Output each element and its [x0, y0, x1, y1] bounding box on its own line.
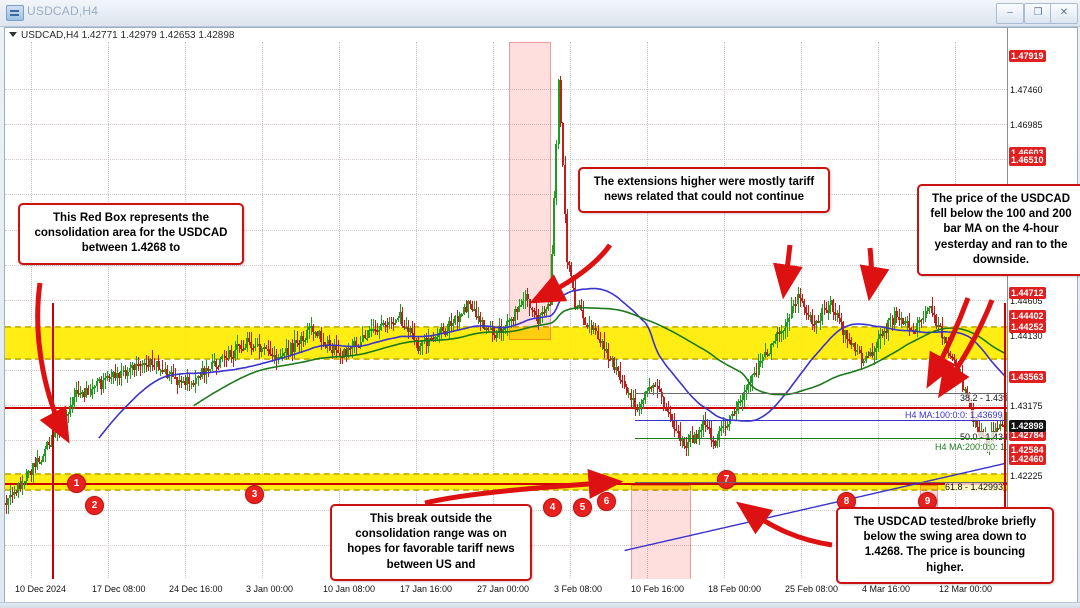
ma-line — [193, 306, 1007, 407]
gridline-v — [262, 42, 263, 580]
callout-red-box-text: This Red Box represents the consolidatio… — [34, 212, 228, 255]
callout-price-fell-text: The price of the USDCAD fell below the 1… — [930, 193, 1072, 266]
minimize-button[interactable]: – — [996, 3, 1024, 24]
time-tick: 4 Mar 16:00 — [862, 584, 911, 594]
gridline-h — [5, 124, 1007, 126]
level-label: H4 MA:200:0:0: 1.43 — [935, 442, 1007, 452]
time-tick: 3 Feb 08:00 — [554, 584, 603, 594]
gridline-h — [5, 299, 1007, 301]
price-level-tag: 1.44402 — [1009, 309, 1046, 322]
level-line — [635, 393, 1007, 394]
price-tick: 1.42225 — [1010, 470, 1043, 481]
maximize-icon: ❐ — [1033, 7, 1043, 18]
gridline-h — [5, 89, 1007, 91]
chart-quote-line: USDCAD,H4 1.42771 1.42979 1.42653 1.4289… — [9, 30, 235, 41]
close-button[interactable]: ✕ — [1050, 3, 1078, 24]
level-label: 50.0 - 1.43454 — [960, 432, 1007, 442]
price-level-tag: 1.42460 — [1009, 452, 1046, 465]
marker-7[interactable]: 7 — [717, 470, 736, 489]
consolidation-top-line — [5, 407, 1007, 409]
level-label: 61.8 - 1.42993 — [945, 482, 1004, 492]
chevron-down-icon[interactable] — [9, 32, 17, 37]
price-tick: 1.44605 — [1010, 295, 1043, 306]
price-axis[interactable]: 1.47460 1.46985 1.44605 1.44130 1.43175 1.422… — [1007, 28, 1077, 580]
price-level-tag: 1.42584 — [1009, 443, 1046, 456]
callout-tested-broke: The USDCAD tested/broke briefly below th… — [836, 507, 1054, 584]
gridline-v — [416, 42, 417, 580]
marker-2[interactable]: 2 — [85, 496, 104, 515]
level-line — [635, 420, 1007, 421]
ma-line — [98, 287, 1007, 439]
level-line — [635, 438, 1007, 439]
break-lower-zone — [631, 485, 691, 580]
gridline-v — [108, 42, 109, 580]
price-tick: 1.46985 — [1010, 120, 1043, 131]
callout-extensions-text: The extensions higher were mostly tariff… — [593, 176, 815, 204]
time-tick: 12 Mar 00:00 — [939, 584, 993, 594]
callout-break-outside: This break outside the consolidation ran… — [330, 504, 532, 581]
minimize-icon: – — [1007, 7, 1013, 18]
marker-3[interactable]: 3 — [245, 485, 264, 504]
time-tick: 24 Dec 16:00 — [169, 584, 223, 594]
price-level-tag: 1.46510 — [1009, 154, 1046, 167]
gridline-h — [5, 404, 1007, 406]
gridline-h — [5, 439, 1007, 441]
price-tick: 1.47460 — [1010, 85, 1043, 96]
time-tick: 3 Jan 00:00 — [246, 584, 294, 594]
time-tick: 17 Dec 08:00 — [92, 584, 146, 594]
gridline-h — [5, 229, 1007, 231]
gridline-v — [570, 42, 571, 580]
time-tick: 10 Feb 16:00 — [631, 584, 685, 594]
time-tick: 10 Jan 08:00 — [323, 584, 376, 594]
gridline-h — [5, 369, 1007, 371]
gridline-v — [31, 42, 32, 580]
time-tick: 27 Jan 00:00 — [477, 584, 530, 594]
app-logo-icon — [6, 5, 24, 21]
gridline-v — [878, 42, 879, 580]
gridline-h — [5, 159, 1007, 161]
gridline-h — [5, 194, 1007, 196]
window-statusbar — [0, 602, 1080, 608]
gridline-v — [724, 42, 725, 580]
marker-9[interactable]: 9 — [918, 492, 937, 511]
close-icon: ✕ — [1059, 7, 1069, 18]
time-tick: 25 Feb 08:00 — [785, 584, 839, 594]
price-level-tag: 1.44252 — [1009, 320, 1046, 333]
callout-extensions: The extensions higher were mostly tariff… — [578, 167, 830, 214]
window-titlebar: USDCAD,H4 – ❐ ✕ — [0, 0, 1080, 27]
window-title: USDCAD,H4 — [27, 4, 99, 18]
marker-1[interactable]: 1 — [67, 474, 86, 493]
maximize-button[interactable]: ❐ — [1024, 3, 1052, 24]
callout-price-fell: The price of the USDCAD fell below the 1… — [917, 184, 1080, 276]
level-label: 38.2 - 1.43916 — [960, 393, 1007, 403]
gridline-v — [493, 42, 494, 580]
gridline-v — [339, 42, 340, 580]
level-label: H4 MA:100:0:0: 1.43699 — [905, 410, 1003, 420]
price-tick: 1.44130 — [1010, 330, 1043, 341]
callout-tested-broke-text: The USDCAD tested/broke briefly below th… — [853, 516, 1037, 574]
gridline-v — [647, 42, 648, 580]
price-tick: 1.43175 — [1010, 400, 1043, 411]
price-level-tag: 1.44712 — [1009, 286, 1046, 299]
callout-break-outside-text: This break outside the consolidation ran… — [347, 513, 515, 571]
time-tick: 10 Dec 2024 — [15, 584, 67, 594]
gridline-v — [801, 42, 802, 580]
level-line — [635, 482, 1007, 483]
time-tick: 18 Feb 00:00 — [708, 584, 762, 594]
current-price-tag: 1.42898 — [1009, 420, 1046, 433]
price-level-tag: 1.47919 — [1009, 50, 1046, 63]
price-level-tag: 1.43563 — [1009, 371, 1046, 384]
gridline-v — [185, 42, 186, 580]
time-tick: 17 Jan 16:00 — [400, 584, 453, 594]
callout-red-box: This Red Box represents the consolidatio… — [18, 203, 244, 265]
gridline-h — [5, 264, 1007, 266]
